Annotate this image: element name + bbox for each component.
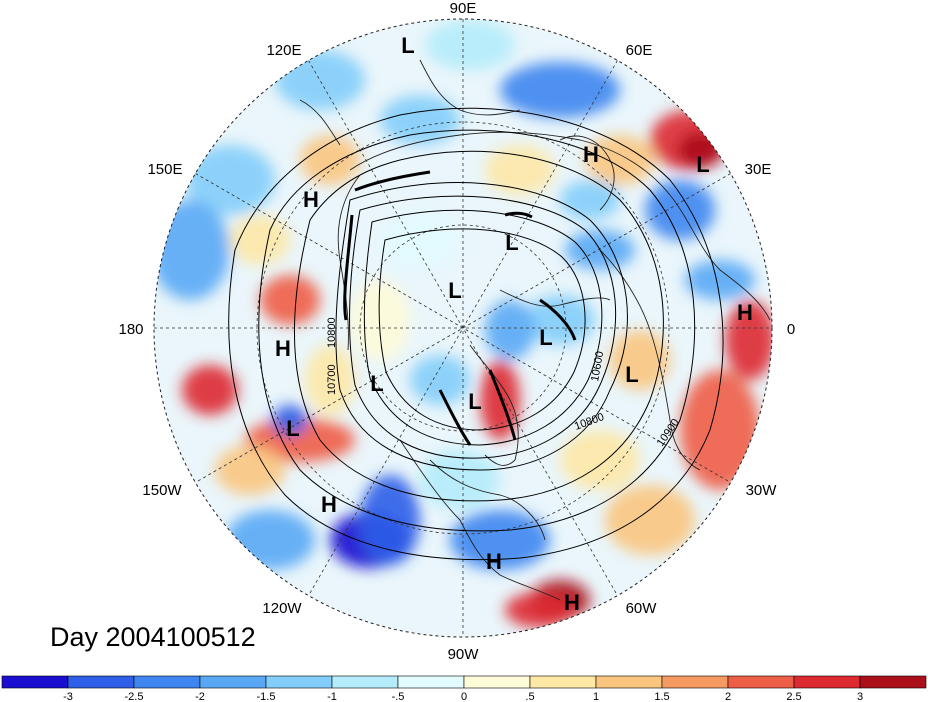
high-center: H [321,492,337,517]
low-center: L [539,325,552,350]
anomaly-patch [685,260,755,300]
colorbar-swatch [859,675,927,689]
colorbar-tick-label: -1.5 [257,691,276,702]
anomaly-patch [605,485,695,555]
longitude-label: 60E [626,42,653,59]
longitude-label: 90W [448,646,480,663]
colorbar-swatch [661,675,729,689]
colorbar-swatch [463,675,531,689]
low-center: L [370,371,383,396]
contour-label: 10600 [589,350,606,382]
longitude-label: 180 [118,321,143,338]
high-center: H [303,187,319,212]
anomaly-patch [500,62,620,118]
anomaly-patch [585,135,655,185]
anomaly-patch [215,445,285,495]
colorbar-tick-label: -2.5 [125,691,144,702]
anomaly-patch [450,510,550,570]
anomaly-patch [182,365,238,415]
colorbar-tick-label: 2 [725,691,731,702]
disk-outline [153,18,773,638]
low-center: L [468,389,481,414]
anomaly-patch [680,370,760,490]
colorbar-swatch [1,675,69,689]
colorbar-tick-label: -2 [195,691,205,702]
anomaly-patch [154,200,230,300]
low-center: L [401,33,414,58]
high-center: H [737,300,753,325]
anomaly-patch [300,135,360,185]
high-center: H [275,336,291,361]
longitude-label: 30E [745,161,772,178]
colorbar-swatch [595,675,663,689]
contour-label: 10800 [326,317,338,348]
colorbar-tick-label: -3 [63,691,73,702]
colorbar-swatch [727,675,795,689]
pressure-centers: L H L H L L H H L L L L L H H H [275,33,753,615]
longitude-label: 150W [142,482,182,499]
longitude-label: 30W [746,482,778,499]
high-center: H [583,142,599,167]
colorbar-tick-label: .5 [525,691,534,702]
anomaly-patch [350,280,410,360]
anomaly-patch [725,300,772,380]
day-label: Day 2004100512 [50,622,256,652]
anomaly-patch [525,295,595,345]
colorbar: -3 -2.5 -2 -1.5 -1 -.5 0 .5 1 1.5 2 2.5 3 [1,675,927,702]
anomaly-patch [410,355,470,405]
coastlines [299,59,771,601]
anomaly-patch [185,145,275,215]
low-center: L [286,416,299,441]
anomaly-patch [225,510,315,570]
colorbar-tick-label: 1 [593,691,599,702]
anomaly-patch [420,450,500,510]
colorbar-swatch [529,675,597,689]
colorbar-swatch [67,675,135,689]
colorbar-tick-label: 3 [857,691,863,702]
anomaly-patch [272,405,308,435]
anomaly-patch [610,330,670,390]
colorbar-swatch [793,675,861,689]
longitude-label: 60W [626,600,658,617]
anomaly-patch [260,275,320,325]
colorbar-tick-label: -.5 [392,691,405,702]
colorbar-tick-label: 2.5 [786,691,801,702]
longitude-labels: 90E 60E 120E 30E 150E 180 0 150W 30W 120… [118,0,795,663]
high-center: H [564,590,580,615]
longitude-label: 0 [787,321,795,338]
graticule [154,19,772,637]
anomaly-patch [485,300,535,360]
anomaly-patch [380,210,460,270]
colorbar-tick-label: 1.5 [654,691,669,702]
anomaly-patch [380,95,460,145]
colorbar-swatch [199,675,267,689]
contour-label: 10700 [326,364,338,395]
anomaly-patch [505,592,575,628]
anomaly-patch [275,50,365,110]
height-contours [228,107,724,561]
colorbar-swatch [133,675,201,689]
longitude-label: 150E [147,161,182,178]
longitude-label: 90E [450,0,477,17]
anomaly-patch [425,20,515,70]
low-center: L [505,230,518,255]
anomaly-patch [560,180,620,220]
anomaly-patch [560,430,640,490]
anomaly-patch [485,145,555,195]
longitude-label: 120W [262,600,302,617]
colorbar-tick-label: 0 [461,691,467,702]
longitude-label: 120E [266,42,301,59]
colorbar-swatch [397,675,465,689]
high-center: H [486,549,502,574]
low-center: L [625,362,638,387]
low-center: L [448,278,461,303]
colorbar-tick-label: -1 [327,691,337,702]
low-center: L [696,152,709,177]
colorbar-swatch [331,675,399,689]
colorbar-swatch [265,675,333,689]
